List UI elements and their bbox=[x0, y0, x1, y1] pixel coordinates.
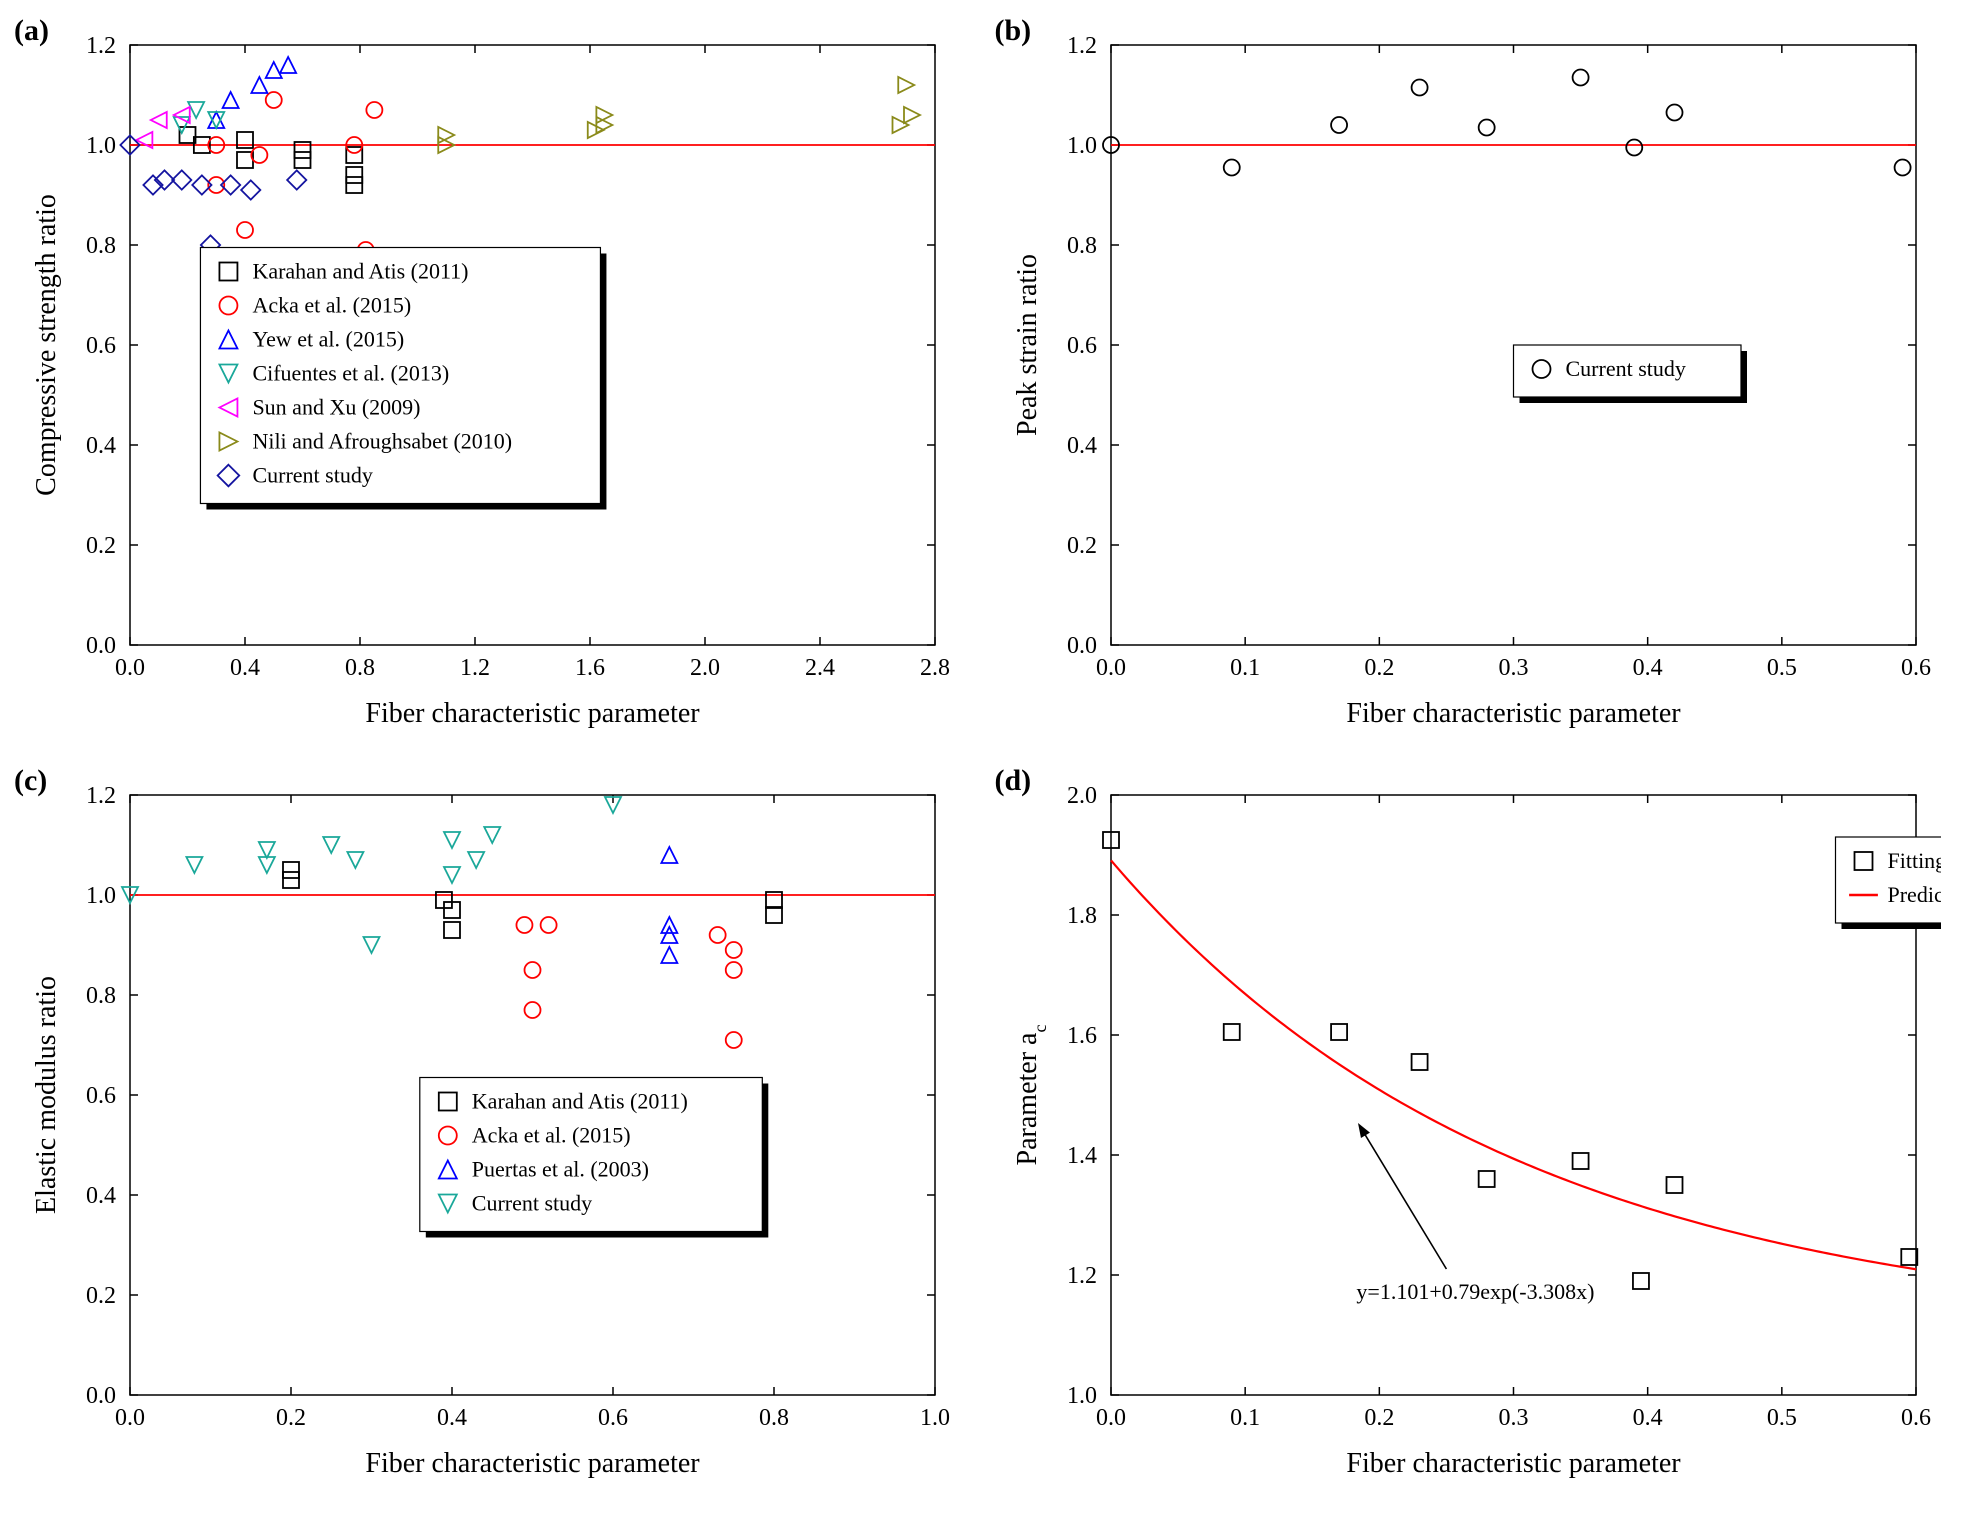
svg-text:0.5: 0.5 bbox=[1766, 655, 1796, 681]
svg-text:0.4: 0.4 bbox=[1632, 1405, 1662, 1431]
svg-text:Predicted curve: Predicted curve bbox=[1887, 882, 1941, 907]
svg-text:Fiber characteristic parameter: Fiber characteristic parameter bbox=[1346, 1448, 1681, 1479]
svg-text:1.0: 1.0 bbox=[1067, 133, 1097, 159]
svg-text:Karahan and Atis (2011): Karahan and Atis (2011) bbox=[472, 1089, 688, 1114]
svg-text:y=1.101+0.79exp(-3.308x): y=1.101+0.79exp(-3.308x) bbox=[1356, 1279, 1594, 1304]
svg-text:1.6: 1.6 bbox=[575, 655, 605, 681]
panel-label-b: (b) bbox=[995, 14, 1032, 48]
svg-text:0.0: 0.0 bbox=[1096, 655, 1126, 681]
svg-text:0.4: 0.4 bbox=[1067, 433, 1097, 459]
svg-text:1.0: 1.0 bbox=[86, 883, 116, 909]
svg-text:Elastic modulus ratio: Elastic modulus ratio bbox=[31, 976, 62, 1214]
svg-text:0.8: 0.8 bbox=[345, 655, 375, 681]
svg-text:0.2: 0.2 bbox=[1067, 533, 1097, 559]
svg-text:2.4: 2.4 bbox=[805, 655, 835, 681]
svg-text:0.4: 0.4 bbox=[1632, 655, 1662, 681]
panel-label-c: (c) bbox=[14, 764, 47, 798]
svg-text:0.6: 0.6 bbox=[1067, 333, 1097, 359]
svg-text:1.0: 1.0 bbox=[920, 1405, 950, 1431]
svg-text:0.8: 0.8 bbox=[1067, 233, 1097, 259]
svg-text:0.2: 0.2 bbox=[276, 1405, 306, 1431]
svg-text:Current study: Current study bbox=[472, 1191, 592, 1216]
panel-label-a: (a) bbox=[14, 14, 49, 48]
chart-a: 0.0 0.4 0.8 1.2 1.6 2.0 2.4 2.8 0.0 0.2 0.4 0.6 0.8 1… bbox=[20, 20, 960, 740]
svg-text:Puertas et al. (2003): Puertas et al. (2003) bbox=[472, 1157, 649, 1182]
svg-text:2.8: 2.8 bbox=[920, 655, 950, 681]
svg-text:Karahan and Atis (2011): Karahan and Atis (2011) bbox=[252, 259, 468, 284]
svg-text:0.8: 0.8 bbox=[86, 983, 116, 1009]
chart-c: 0.0 0.2 0.4 0.6 0.8 1.0 0.0 0.2 0.4 0.6 0.8 1.0 1.2 F… bbox=[20, 770, 960, 1490]
svg-text:0.4: 0.4 bbox=[437, 1405, 467, 1431]
svg-text:0.6: 0.6 bbox=[598, 1405, 628, 1431]
svg-text:0.3: 0.3 bbox=[1498, 1405, 1528, 1431]
svg-text:Fiber characteristic parameter: Fiber characteristic parameter bbox=[365, 698, 700, 729]
svg-text:0.2: 0.2 bbox=[1364, 1405, 1394, 1431]
svg-text:0.0: 0.0 bbox=[86, 1383, 116, 1409]
svg-text:0.6: 0.6 bbox=[86, 333, 116, 359]
svg-text:0.0: 0.0 bbox=[1096, 1405, 1126, 1431]
chart-b: 0.0 0.1 0.2 0.3 0.4 0.5 0.6 0.0 0.2 0.4 0.6 0.8 1.0 1… bbox=[1001, 20, 1941, 740]
svg-text:Cifuentes et al. (2013): Cifuentes et al. (2013) bbox=[252, 361, 449, 386]
panel-label-d: (d) bbox=[995, 764, 1032, 798]
svg-text:Sun and Xu (2009): Sun and Xu (2009) bbox=[252, 395, 420, 420]
panel-a: (a) 0.00.40.81.21.62.02.42.80.00.20.40.6… bbox=[20, 20, 961, 740]
svg-text:0.1: 0.1 bbox=[1230, 1405, 1260, 1431]
svg-text:Acka et al. (2015): Acka et al. (2015) bbox=[472, 1123, 631, 1148]
svg-text:Nili and Afroughsabet (2010): Nili and Afroughsabet (2010) bbox=[252, 429, 512, 454]
svg-text:Fitting scatter: Fitting scatter bbox=[1887, 848, 1941, 873]
svg-text:0.1: 0.1 bbox=[1230, 655, 1260, 681]
svg-text:0.6: 0.6 bbox=[86, 1083, 116, 1109]
svg-text:0.6: 0.6 bbox=[1901, 1405, 1931, 1431]
svg-text:Current study: Current study bbox=[252, 463, 372, 488]
svg-text:1.0: 1.0 bbox=[1067, 1383, 1097, 1409]
figure-grid: (a) 0.00.40.81.21.62.02.42.80.00.20.40.6… bbox=[20, 20, 1941, 1490]
svg-text:0.2: 0.2 bbox=[86, 1283, 116, 1309]
svg-text:Compressive strength ratio: Compressive strength ratio bbox=[31, 194, 62, 496]
svg-text:0.4: 0.4 bbox=[86, 433, 116, 459]
svg-text:Fiber characteristic parameter: Fiber characteristic parameter bbox=[1346, 698, 1681, 729]
svg-text:1.2: 1.2 bbox=[1067, 33, 1097, 59]
svg-text:Yew et al. (2015): Yew et al. (2015) bbox=[252, 327, 404, 352]
svg-text:1.2: 1.2 bbox=[1067, 1263, 1097, 1289]
svg-text:0.6: 0.6 bbox=[1901, 655, 1931, 681]
svg-text:0.8: 0.8 bbox=[86, 233, 116, 259]
svg-text:0.5: 0.5 bbox=[1766, 1405, 1796, 1431]
svg-text:1.2: 1.2 bbox=[86, 33, 116, 59]
svg-text:Fiber characteristic parameter: Fiber characteristic parameter bbox=[365, 1448, 700, 1479]
svg-text:0.2: 0.2 bbox=[86, 533, 116, 559]
svg-text:0.4: 0.4 bbox=[86, 1183, 116, 1209]
svg-text:1.2: 1.2 bbox=[460, 655, 490, 681]
svg-text:Current study: Current study bbox=[1565, 356, 1685, 381]
svg-text:0.8: 0.8 bbox=[759, 1405, 789, 1431]
svg-text:1.2: 1.2 bbox=[86, 783, 116, 809]
svg-text:1.6: 1.6 bbox=[1067, 1023, 1097, 1049]
panel-d: (d) 0.00.10.20.30.40.50.61.01.21.41.61.8… bbox=[1001, 770, 1942, 1490]
svg-text:0.0: 0.0 bbox=[115, 655, 145, 681]
svg-text:1.4: 1.4 bbox=[1067, 1143, 1097, 1169]
svg-text:2.0: 2.0 bbox=[1067, 783, 1097, 809]
svg-text:Parameter ac: Parameter ac bbox=[1012, 1025, 1050, 1166]
svg-text:0.0: 0.0 bbox=[1067, 633, 1097, 659]
svg-text:1.8: 1.8 bbox=[1067, 903, 1097, 929]
svg-text:Peak strain ratio: Peak strain ratio bbox=[1012, 254, 1043, 436]
panel-c: (c) 0.00.20.40.60.81.00.00.20.40.60.81.0… bbox=[20, 770, 961, 1490]
svg-text:0.0: 0.0 bbox=[115, 1405, 145, 1431]
svg-text:2.0: 2.0 bbox=[690, 655, 720, 681]
svg-text:0.3: 0.3 bbox=[1498, 655, 1528, 681]
svg-text:Acka et al. (2015): Acka et al. (2015) bbox=[252, 293, 411, 318]
svg-text:1.0: 1.0 bbox=[86, 133, 116, 159]
svg-text:0.4: 0.4 bbox=[230, 655, 260, 681]
panel-b: (b) 0.00.10.20.30.40.50.60.00.20.40.60.8… bbox=[1001, 20, 1942, 740]
svg-text:0.2: 0.2 bbox=[1364, 655, 1394, 681]
svg-text:0.0: 0.0 bbox=[86, 633, 116, 659]
chart-d: 0.0 0.1 0.2 0.3 0.4 0.5 0.6 1.0 1.2 1.4 1.6 1.8 2.0 F… bbox=[1001, 770, 1941, 1490]
